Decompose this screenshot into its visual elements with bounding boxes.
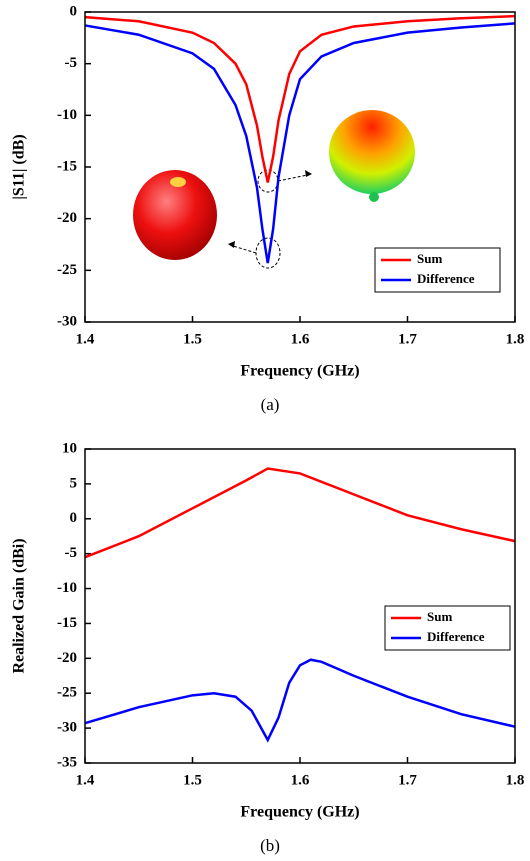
- legend-box: [384, 605, 511, 651]
- series-line: [84, 14, 516, 183]
- arrow-head: [228, 241, 235, 248]
- y-tick-label: -25: [57, 262, 77, 278]
- y-tick-label: -10: [57, 107, 77, 123]
- y-tick-label: -15: [57, 615, 77, 631]
- legend-label: Sum: [427, 609, 452, 624]
- x-axis-title: Frequency (GHz): [240, 804, 359, 821]
- pointer-arrow: [229, 244, 257, 254]
- y-tick-label: 10: [62, 440, 77, 456]
- y-tick-label: 0: [70, 510, 78, 526]
- y-axis-title: |S11| (dB): [11, 134, 28, 199]
- y-tick-label: -30: [57, 313, 77, 329]
- y-tick-label: -10: [57, 580, 77, 596]
- pattern-diff-3d: [329, 110, 415, 194]
- plot-frame: [84, 448, 516, 764]
- pattern-illustrations: [133, 110, 415, 269]
- x-tick-label: 1.7: [398, 772, 417, 788]
- caption: (b): [260, 836, 280, 855]
- legend-label: Sum: [417, 251, 442, 266]
- pattern-sum-3d: [133, 170, 217, 260]
- y-tick-label: -20: [57, 210, 77, 226]
- x-tick-label: 1.4: [76, 772, 95, 788]
- chart: 10 5 0 -5 -10 -15 -20 -25 -30 -35 1.4 1.5 1.6 1.7 1.8 F…: [11, 440, 525, 854]
- x-tick-label: 1.5: [183, 331, 202, 347]
- caption: (a): [261, 395, 280, 414]
- x-tick-label: 1.6: [291, 331, 310, 347]
- y-tick-label: -20: [57, 650, 77, 666]
- y-tick-label: 5: [70, 475, 78, 491]
- x-tick-label: 1.8: [506, 331, 525, 347]
- x-axis-title: Frequency (GHz): [240, 363, 359, 380]
- series-line: [84, 22, 516, 264]
- legend-label: Difference: [417, 271, 475, 286]
- y-tick-label: -15: [57, 158, 77, 174]
- legend-box: [374, 247, 501, 293]
- x-tick-label: 1.7: [398, 331, 417, 347]
- pattern-hole: [170, 177, 186, 187]
- series-line: [84, 658, 516, 743]
- y-tick-label: -5: [65, 55, 78, 71]
- y-tick-label: -5: [65, 545, 78, 561]
- pointer-arrow: [277, 173, 313, 182]
- y-tick-label: 0: [70, 3, 78, 19]
- pattern-lobe: [369, 192, 379, 202]
- y-tick-label: -25: [57, 685, 77, 701]
- marker-circle: [255, 237, 281, 269]
- y-tick-label: -35: [57, 754, 77, 770]
- y-axis-title: Realized Gain (dBi): [11, 538, 28, 673]
- legend-label: Difference: [427, 629, 485, 644]
- arrow-head: [305, 170, 312, 177]
- plot-frame: [84, 11, 516, 323]
- series-line: [84, 467, 516, 559]
- x-tick-label: 1.5: [183, 772, 202, 788]
- x-tick-label: 1.8: [506, 772, 525, 788]
- x-tick-label: 1.6: [291, 772, 310, 788]
- y-tick-label: -30: [57, 720, 77, 736]
- x-tick-label: 1.4: [76, 331, 95, 347]
- chart: 0 -5 -10 -15 -20 -25 -30 1.4 1.5 1.6 1.7 1.8 Frequen…: [11, 3, 525, 413]
